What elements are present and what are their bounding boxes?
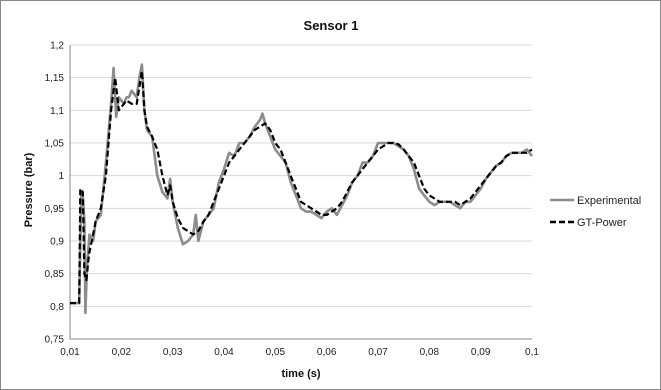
- y-tick-label: 0,95: [45, 204, 65, 215]
- legend-label: Experimental: [577, 195, 641, 207]
- x-tick-label: 0,1: [525, 347, 539, 358]
- x-tick-label: 0,05: [266, 347, 286, 358]
- series-line-gt-power: [70, 70, 533, 305]
- legend-label: GT-Power: [577, 217, 627, 229]
- series-line-experimental: [70, 63, 534, 315]
- series-lines: [70, 63, 534, 315]
- x-tick-label: 0,04: [214, 347, 234, 358]
- x-tick-label: 0,03: [163, 347, 183, 358]
- y-tick-label: 1,1: [50, 106, 64, 117]
- chart-title: Sensor 1: [304, 18, 359, 33]
- y-axis-label: Pressure (bar): [23, 152, 35, 227]
- y-tick-label: 0,75: [45, 335, 65, 346]
- y-tick-labels: 0,75 0,8 0,85 0,9 0,95 1 1,05 1,1 1,15 1,2: [45, 41, 65, 346]
- y-tick-label: 0,9: [50, 237, 64, 248]
- y-tick-label: 0,8: [50, 302, 64, 313]
- x-tick-label: 0,06: [317, 347, 337, 358]
- x-tick-label: 0,07: [368, 347, 388, 358]
- y-tick-label: 0,85: [45, 269, 65, 280]
- x-tick-label: 0,01: [60, 347, 80, 358]
- x-tick-labels: 0,01 0,02 0,03 0,04 0,05 0,06 0,07 0,08 0,09 0,1: [60, 347, 539, 358]
- y-tick-label: 1,05: [45, 139, 65, 150]
- legend: Experimental GT-Power: [550, 195, 641, 229]
- x-tick-label: 0,08: [420, 347, 440, 358]
- x-tick-label: 0,09: [471, 347, 491, 358]
- y-tick-label: 1: [58, 171, 64, 182]
- x-axis-label: time (s): [281, 368, 320, 380]
- x-tick-label: 0,02: [112, 347, 132, 358]
- y-tick-label: 1,2: [50, 41, 64, 52]
- axes: [69, 45, 532, 340]
- gridlines: [70, 44, 532, 307]
- y-tick-label: 1,15: [45, 73, 65, 84]
